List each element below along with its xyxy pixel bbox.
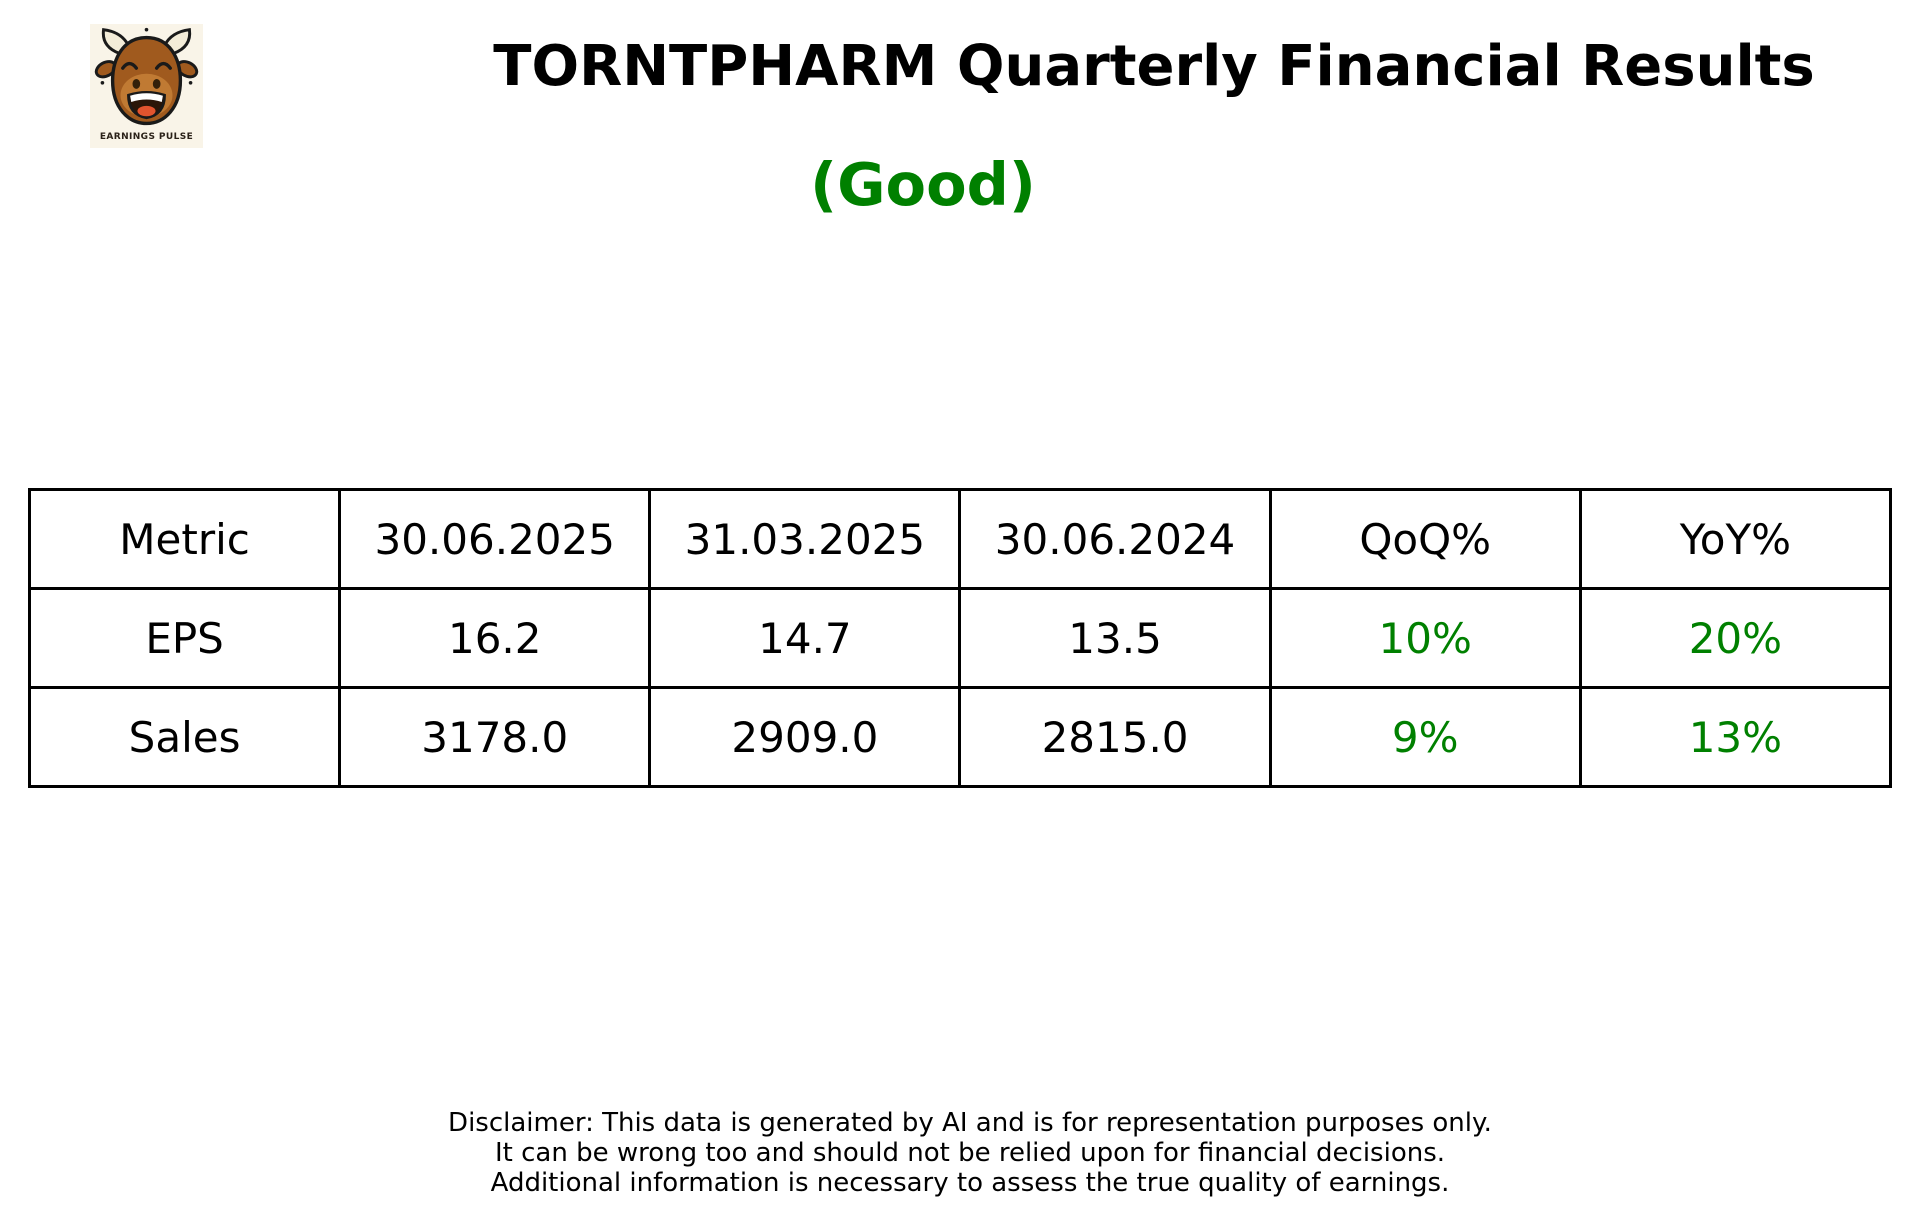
column-header-metric: Metric: [27, 488, 342, 590]
cell-yoy: 20%: [1578, 587, 1893, 689]
disclaimer-line: It can be wrong too and should not be re…: [494, 1138, 1446, 1168]
column-header-q-yearago: 30.06.2024: [958, 488, 1272, 590]
disclaimer-line: Additional information is necessary to a…: [490, 1168, 1450, 1198]
cell-value: 2815.0: [958, 686, 1272, 788]
verdict-badge: (Good): [810, 150, 1036, 219]
earnings-pulse-logo: EARNINGS PULSE: [90, 24, 203, 148]
disclaimer-text: Disclaimer: This data is generated by AI…: [448, 1108, 1492, 1198]
column-header-q-current: 30.06.2025: [338, 488, 652, 590]
logo-brand-text: EARNINGS PULSE: [99, 132, 194, 142]
cell-yoy: 13%: [1578, 686, 1893, 788]
financial-results-table: Metric 30.06.2025 31.03.2025 30.06.2024 …: [27, 488, 1893, 788]
column-header-q-previous: 31.03.2025: [648, 488, 962, 590]
cell-qoq: 9%: [1268, 686, 1582, 788]
table-row-sales: Sales 3178.0 2909.0 2815.0 9% 13%: [27, 686, 1893, 788]
bull-logo-icon: [90, 24, 203, 128]
disclaimer-line: Disclaimer: This data is generated by AI…: [448, 1108, 1492, 1138]
cell-value: 14.7: [648, 587, 962, 689]
cell-value: 2909.0: [648, 686, 962, 788]
cell-metric: EPS: [27, 587, 342, 689]
table-row-eps: EPS 16.2 14.7 13.5 10% 20%: [27, 587, 1893, 689]
table-header-row: Metric 30.06.2025 31.03.2025 30.06.2024 …: [27, 488, 1893, 590]
cell-value: 3178.0: [338, 686, 652, 788]
column-header-qoq: QoQ%: [1268, 488, 1582, 590]
cell-qoq: 10%: [1268, 587, 1582, 689]
page-title: TORNTPHARM Quarterly Financial Results: [493, 34, 1815, 99]
cell-value: 13.5: [958, 587, 1272, 689]
cell-value: 16.2: [338, 587, 652, 689]
column-header-yoy: YoY%: [1578, 488, 1893, 590]
cell-metric: Sales: [27, 686, 342, 788]
